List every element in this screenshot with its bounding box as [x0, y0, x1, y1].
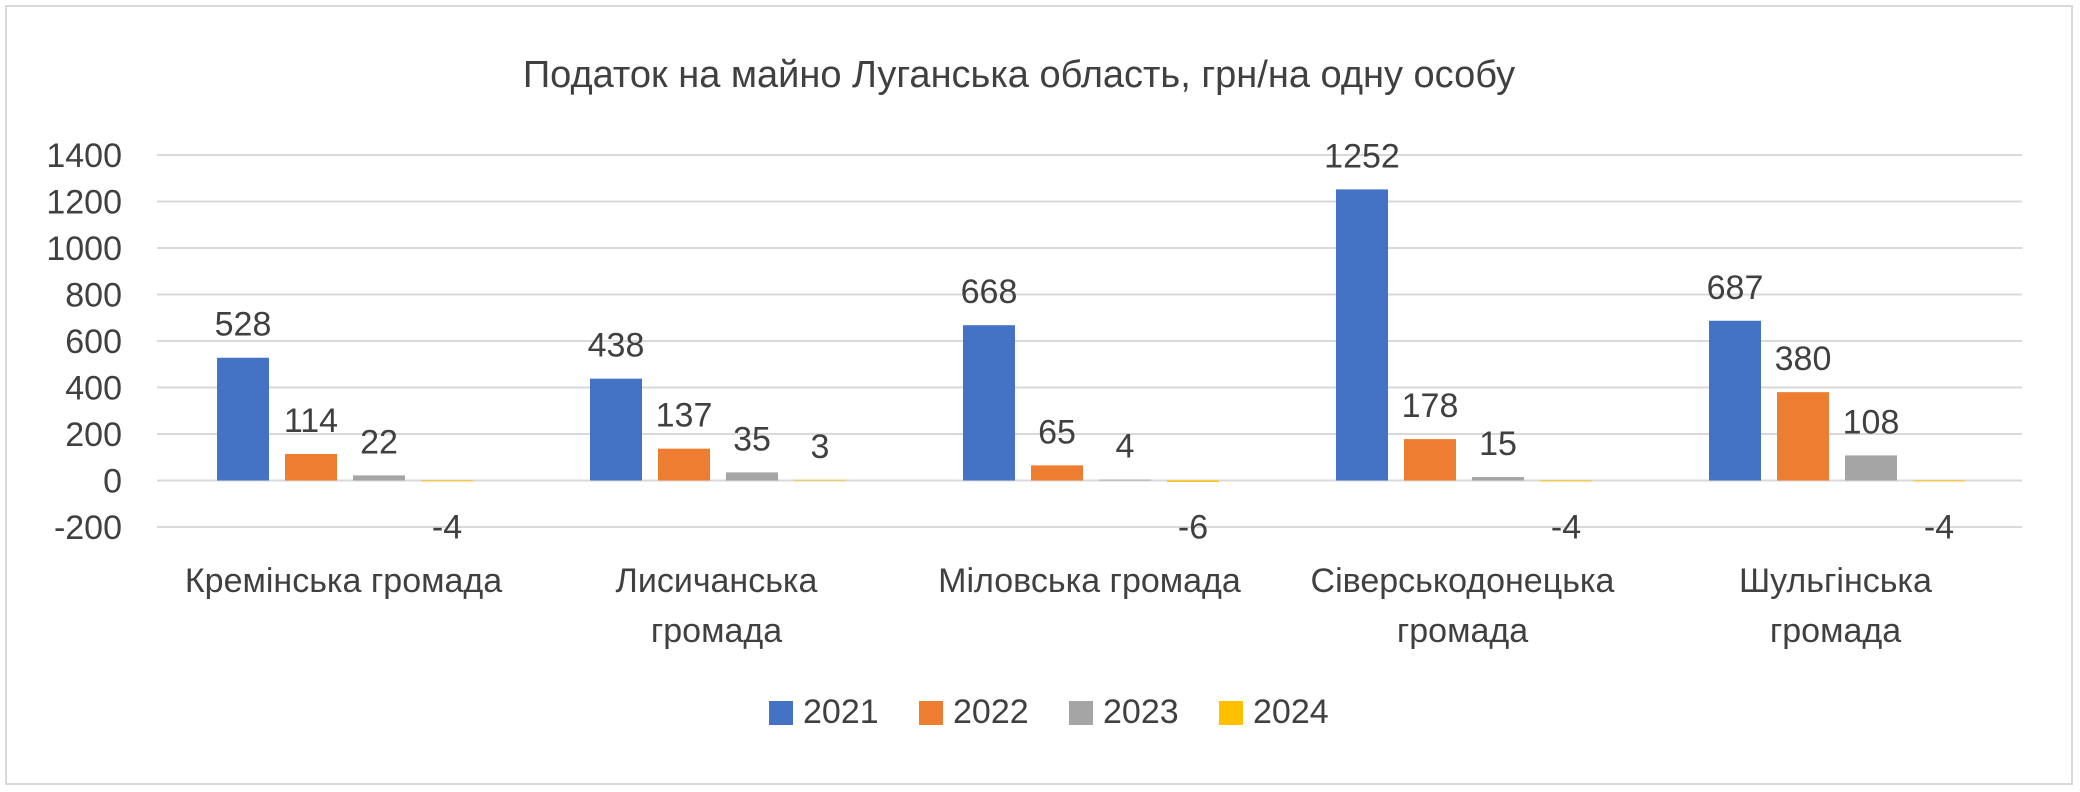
data-label-2022-cat0: 114: [284, 402, 338, 440]
bar-chart: Податок на майно Луганська область, грн/…: [46, 54, 2022, 731]
legend-swatch-2022: [919, 701, 943, 725]
chart-title: Податок на майно Луганська область, грн/…: [523, 54, 1515, 96]
y-tick-label--200: -200: [54, 509, 122, 547]
data-label-2023-cat3: 15: [1479, 425, 1517, 463]
data-label-2024-cat0: -4: [432, 509, 462, 547]
y-tick-label-800: 800: [65, 277, 122, 315]
data-label-2022-cat1: 137: [656, 397, 713, 435]
data-label-2021-cat3: 1252: [1324, 137, 1400, 175]
bar-2022-cat1: [658, 448, 710, 481]
x-category-label-line: Міловська громада: [938, 562, 1241, 600]
bars: [217, 189, 1965, 482]
legend-swatch-2021: [769, 701, 793, 725]
x-category-label-line: громада: [1770, 612, 1901, 650]
bar-2021-cat1: [590, 378, 642, 481]
bar-2021-cat0: [217, 357, 269, 481]
data-label-2024-cat1: 3: [811, 428, 830, 466]
y-tick-label-1400: 1400: [46, 137, 122, 175]
data-label-2022-cat2: 65: [1038, 413, 1076, 451]
data-label-2024-cat3: -4: [1551, 509, 1581, 547]
x-category-label-line: Шульгінська: [1739, 562, 1932, 600]
legend-label-2024: 2024: [1253, 693, 1329, 731]
data-label-2021-cat2: 668: [961, 273, 1018, 311]
data-label-2024-cat2: -6: [1178, 509, 1208, 547]
bar-2024-cat4: [1913, 480, 1965, 482]
legend-swatch-2024: [1219, 701, 1243, 725]
x-category-label-1: Лисичанська громада: [616, 562, 818, 650]
data-label-2023-cat4: 108: [1843, 403, 1900, 441]
x-category-label-3: Сіверськодонецька громада: [1311, 562, 1615, 650]
bar-2024-cat0: [421, 480, 473, 482]
legend: 2021 2022 2023 2024: [769, 693, 1329, 731]
bar-2023-cat3: [1472, 477, 1524, 481]
legend-label-2022: 2022: [953, 693, 1029, 731]
bar-2022-cat3: [1404, 439, 1456, 481]
bar-2021-cat2: [963, 325, 1015, 481]
bar-2024-cat3: [1540, 480, 1592, 482]
x-category-label-line: Сіверськодонецька: [1311, 562, 1615, 600]
x-category-label-line: Лисичанська: [616, 562, 818, 600]
data-label-2021-cat1: 438: [588, 327, 645, 365]
bar-2022-cat0: [285, 453, 337, 481]
bar-2024-cat1: [794, 479, 846, 481]
data-label-2022-cat4: 380: [1775, 340, 1832, 378]
y-tick-label-400: 400: [65, 370, 122, 408]
bar-2021-cat3: [1336, 189, 1388, 481]
data-label-2024-cat4: -4: [1924, 509, 1954, 547]
y-tick-label-1000: 1000: [46, 230, 122, 268]
y-tick-label-0: 0: [103, 463, 122, 501]
y-tick-label-1200: 1200: [46, 184, 122, 222]
legend-label-2023: 2023: [1103, 693, 1179, 731]
bar-2022-cat2: [1031, 465, 1083, 481]
x-category-label-line: громада: [651, 612, 782, 650]
bar-2023-cat1: [726, 472, 778, 481]
y-axis-tick-labels: -200 0 200 400 600 800 1000 1200 1400: [46, 137, 122, 547]
bar-2024-cat2: [1167, 480, 1219, 482]
bar-2023-cat0: [353, 475, 405, 481]
x-category-label-line: громада: [1397, 612, 1528, 650]
chart-frame: Податок на майно Луганська область, грн/…: [5, 5, 2073, 785]
data-labels: 528 438 668 1252 687 114 137 65 178 380 22 35 4 15 108…: [215, 137, 1954, 546]
x-category-label-4: Шульгінська громада: [1739, 562, 1932, 650]
data-label-2021-cat0: 528: [215, 306, 272, 344]
legend-swatch-2023: [1069, 701, 1093, 725]
x-category-label-2: Міловська громада: [938, 562, 1241, 600]
y-tick-label-200: 200: [65, 416, 122, 454]
bar-2023-cat4: [1845, 455, 1897, 481]
data-label-2023-cat1: 35: [733, 420, 771, 458]
legend-label-2021: 2021: [803, 693, 879, 731]
x-axis-category-labels: Кремінська громада Лисичанська громада Міло…: [185, 562, 1932, 650]
x-category-label-0: Кремінська громада: [185, 562, 502, 600]
bar-2023-cat2: [1099, 479, 1151, 481]
bar-2021-cat4: [1709, 320, 1761, 481]
data-label-2023-cat0: 22: [360, 423, 398, 461]
bar-2022-cat4: [1777, 392, 1829, 481]
y-tick-label-600: 600: [65, 323, 122, 361]
data-label-2021-cat4: 687: [1707, 269, 1764, 307]
data-label-2023-cat2: 4: [1116, 428, 1135, 466]
data-label-2022-cat3: 178: [1402, 387, 1459, 425]
x-category-label-line: Кремінська громада: [185, 562, 502, 600]
